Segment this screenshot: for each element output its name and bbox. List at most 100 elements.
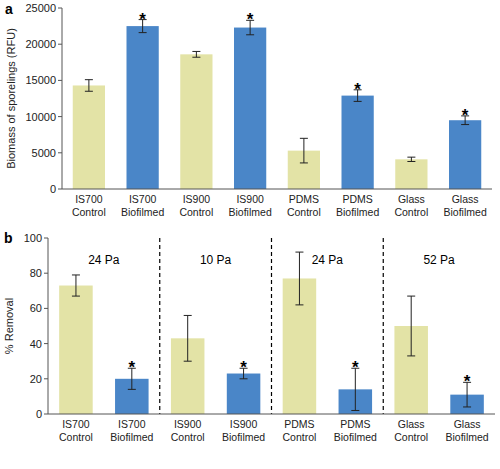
x-tick-label-line: PDMS bbox=[342, 193, 372, 205]
x-tick-label-line: Control bbox=[394, 431, 428, 443]
error-stem bbox=[75, 275, 76, 296]
x-tick-label-line: Glass bbox=[398, 418, 425, 430]
y-tick-label: 15000 bbox=[25, 74, 56, 86]
error-cap bbox=[407, 355, 415, 356]
bar bbox=[127, 26, 159, 189]
x-tick-label-line: Control bbox=[283, 431, 317, 443]
panel-label: a bbox=[5, 1, 13, 17]
error-stem bbox=[411, 296, 412, 356]
x-tick-label: IS700Biofilmed bbox=[110, 418, 153, 443]
x-tick-label-line: Biofilmed bbox=[110, 431, 153, 443]
panel-0: a0500010000150002000025000Biomass of spo… bbox=[5, 1, 492, 218]
error-cap bbox=[407, 157, 415, 158]
x-tick-label-line: Biofilmed bbox=[336, 206, 379, 218]
y-axis-label: % Removal bbox=[3, 298, 15, 354]
bar bbox=[180, 54, 212, 189]
error-cap bbox=[295, 252, 303, 253]
error-stem bbox=[187, 315, 188, 361]
y-tick bbox=[58, 44, 62, 45]
bar bbox=[342, 96, 374, 189]
y-axis bbox=[62, 8, 63, 189]
error-bar bbox=[407, 296, 415, 356]
x-tick-label: GlassBiofilmed bbox=[444, 193, 487, 218]
error-bar bbox=[85, 80, 93, 92]
y-tick bbox=[58, 189, 62, 190]
bar bbox=[395, 159, 427, 189]
y-tick bbox=[44, 378, 48, 379]
error-bar bbox=[184, 315, 192, 361]
error-cap bbox=[85, 79, 93, 80]
error-cap bbox=[351, 410, 359, 411]
error-cap bbox=[407, 296, 415, 297]
y-tick-label: 5000 bbox=[32, 147, 56, 159]
y-tick bbox=[44, 308, 48, 309]
panel-label: b bbox=[4, 230, 13, 246]
group-label: 52 Pa bbox=[423, 253, 455, 267]
x-tick-label-line: IS900 bbox=[236, 193, 264, 205]
bar bbox=[59, 286, 93, 414]
x-tick-label-line: Biofilmed bbox=[334, 431, 377, 443]
bar bbox=[227, 374, 261, 414]
x-tick-label-line: IS900 bbox=[174, 418, 202, 430]
y-tick-label: 0 bbox=[36, 408, 42, 420]
y-tick bbox=[44, 343, 48, 344]
error-cap bbox=[300, 162, 308, 163]
significance-marker: * bbox=[464, 372, 471, 391]
x-tick-label: PDMSControl bbox=[287, 193, 321, 218]
x-tick-label-line: IS900 bbox=[230, 418, 258, 430]
y-tick bbox=[44, 238, 48, 239]
group-separator bbox=[159, 238, 160, 414]
significance-marker: * bbox=[240, 358, 247, 377]
error-cap bbox=[246, 34, 254, 35]
x-tick-label-line: Control bbox=[287, 206, 321, 218]
error-cap bbox=[72, 296, 80, 297]
x-tick-label: IS900Control bbox=[179, 193, 213, 218]
y-tick-label: 25000 bbox=[25, 2, 56, 14]
x-tick-label-line: Control bbox=[179, 206, 213, 218]
x-tick-label-line: IS900 bbox=[183, 193, 211, 205]
x-tick-label-line: PDMS bbox=[289, 193, 319, 205]
error-bar bbox=[192, 51, 200, 57]
significance-marker: * bbox=[247, 10, 254, 29]
y-tick-label: 40 bbox=[30, 338, 42, 350]
plot-area bbox=[73, 20, 482, 189]
error-cap bbox=[139, 32, 147, 33]
y-tick-label: 80 bbox=[30, 267, 42, 279]
x-axis bbox=[48, 414, 495, 415]
error-bar bbox=[295, 252, 303, 305]
y-tick-label: 10000 bbox=[25, 111, 56, 123]
significance-marker: * bbox=[462, 106, 469, 125]
error-cap bbox=[72, 274, 80, 275]
error-cap bbox=[354, 101, 362, 102]
x-tick-label-line: Control bbox=[72, 206, 106, 218]
x-tick-label-line: Control bbox=[171, 431, 205, 443]
x-tick-label: GlassControl bbox=[394, 193, 428, 218]
error-stem bbox=[196, 51, 197, 57]
error-bar bbox=[300, 138, 308, 163]
y-tick bbox=[58, 80, 62, 81]
significance-marker: * bbox=[352, 358, 359, 377]
x-tick-label-line: Glass bbox=[398, 193, 425, 205]
error-cap bbox=[240, 378, 248, 379]
x-tick-label-line: Glass bbox=[452, 193, 479, 205]
x-tick-label: IS900Control bbox=[171, 418, 205, 443]
x-tick-label: PDMSBiofilmed bbox=[336, 193, 379, 218]
group-separator bbox=[383, 238, 384, 414]
error-bar bbox=[72, 275, 80, 296]
error-cap bbox=[192, 51, 200, 52]
x-tick-label: IS900Biofilmed bbox=[229, 193, 272, 218]
x-axis bbox=[62, 189, 492, 190]
x-tick-label-line: PDMS bbox=[284, 418, 314, 430]
y-tick bbox=[58, 116, 62, 117]
x-tick-label: GlassBiofilmed bbox=[445, 418, 488, 443]
x-tick-label-line: PDMS bbox=[340, 418, 370, 430]
error-stem bbox=[303, 138, 304, 163]
plot-area bbox=[59, 252, 484, 414]
x-tick-label-line: Control bbox=[59, 431, 93, 443]
x-tick-label-line: Biofilmed bbox=[222, 431, 265, 443]
y-tick bbox=[58, 152, 62, 153]
y-tick bbox=[44, 273, 48, 274]
y-tick bbox=[58, 8, 62, 9]
x-tick-label: IS900Biofilmed bbox=[222, 418, 265, 443]
x-tick-label-line: IS700 bbox=[62, 418, 90, 430]
